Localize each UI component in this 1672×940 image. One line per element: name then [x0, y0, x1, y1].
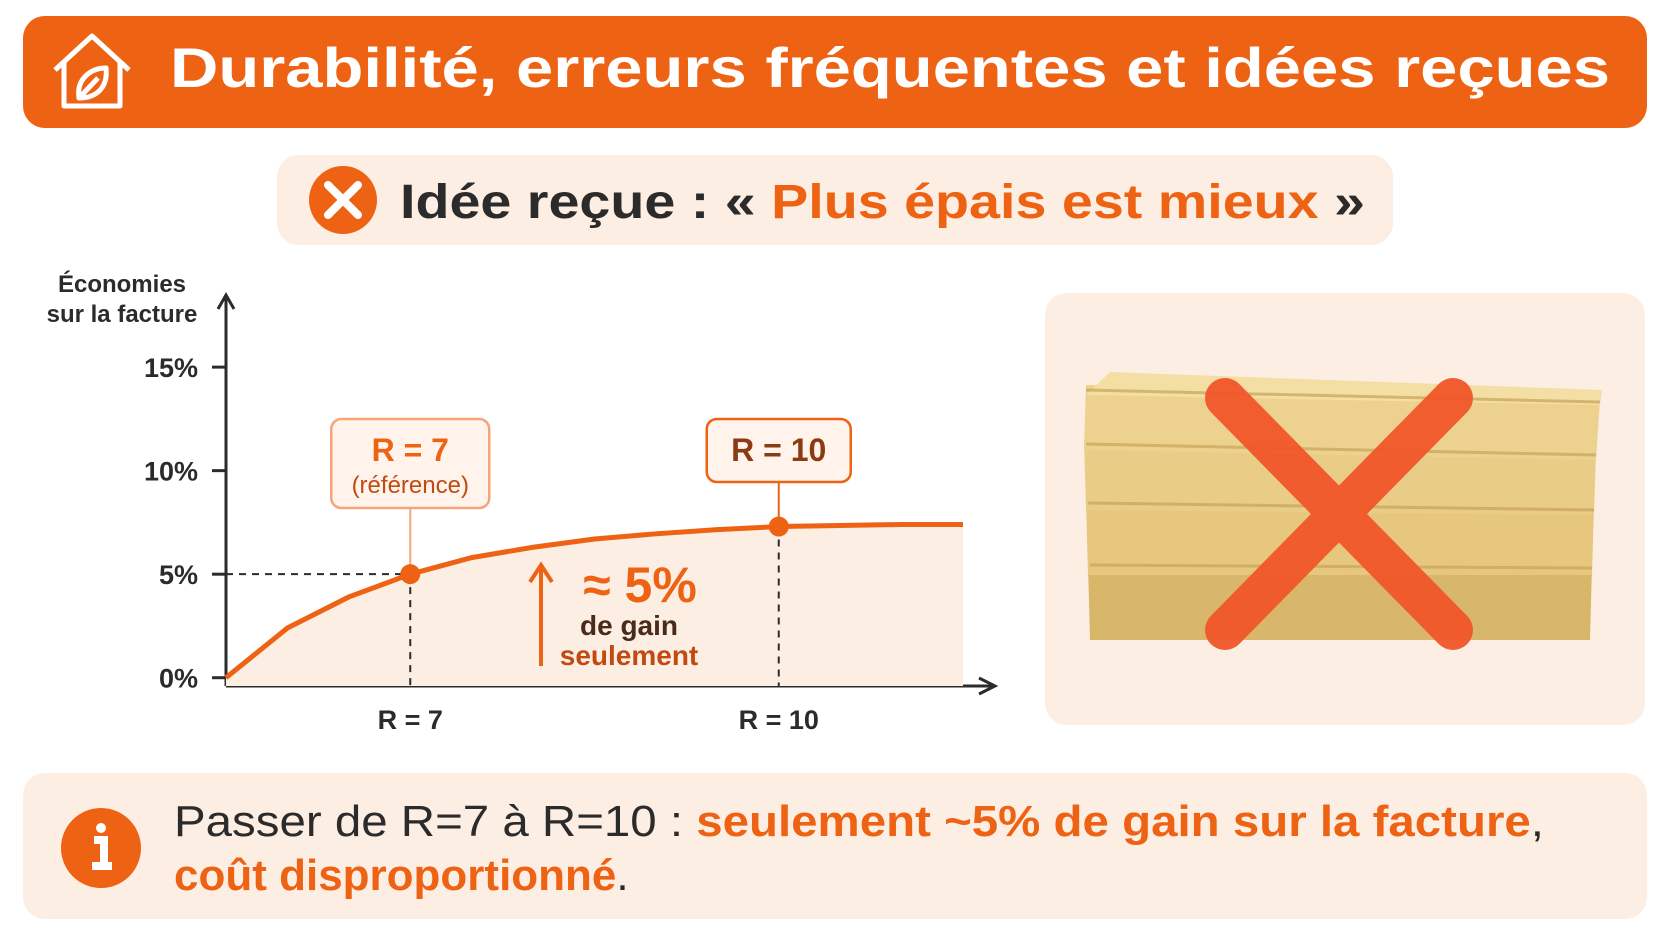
- point: [768, 516, 789, 537]
- info-icon-dot: [96, 823, 106, 833]
- header-bar: [23, 16, 1647, 128]
- subtitle: Idée reçue : « Plus épais est mieux »: [400, 176, 1365, 229]
- y-axis: [216, 291, 236, 686]
- callout-box: [705, 417, 852, 484]
- info-icon-stem: [92, 836, 112, 870]
- subtitle-box: [277, 155, 1393, 245]
- footer-text: ,: [1531, 797, 1544, 846]
- y-tick-label: 0%: [159, 664, 198, 694]
- y-axis-label: sur la facture: [47, 301, 198, 328]
- y-tick-label: 10%: [144, 457, 198, 487]
- footer-highlight: coût disproportionné: [174, 851, 616, 900]
- callout-sublabel: (référence): [352, 472, 469, 499]
- x-tick-label: R = 10: [739, 705, 819, 735]
- footer-text: Passer de R=7 à R=10 :: [174, 797, 696, 846]
- annotation-text: seulement: [560, 640, 699, 671]
- subtitle-highlight: Plus épais est mieux: [771, 176, 1319, 229]
- callout-box: [330, 417, 491, 510]
- y-axis-label: Économies: [58, 270, 186, 298]
- annotation-arrow: [528, 561, 554, 666]
- chart: Économies sur la facture 0% 5% 10% 15% R = 7 R …: [47, 270, 999, 735]
- page-title: Durabilité, erreurs fréquentes et idées …: [170, 36, 1610, 99]
- cross-icon-mark: [324, 181, 362, 219]
- subtitle-suffix: »: [1319, 176, 1365, 229]
- annotation-text: de gain: [580, 610, 678, 641]
- line: [224, 521, 963, 680]
- house-icon: [53, 33, 131, 109]
- y-tick-label: 5%: [159, 560, 198, 590]
- annotation-value: ≈ 5%: [583, 557, 697, 613]
- callout-label: R = 7: [372, 432, 449, 468]
- footer-line-2: coût disproportionné.: [174, 851, 629, 900]
- subtitle-prefix: Idée reçue : «: [400, 176, 771, 229]
- footer-highlight: seulement ~5% de gain sur la facture: [696, 797, 1531, 846]
- footer-line-1: Passer de R=7 à R=10 : seulement ~5% de …: [174, 797, 1544, 846]
- footer-text: .: [616, 851, 628, 900]
- footer-box: [23, 773, 1647, 919]
- point: [400, 564, 421, 585]
- y-tick-label: 15%: [144, 353, 198, 383]
- callout-label: R = 10: [731, 432, 826, 468]
- cross-mark: [1205, 378, 1473, 650]
- x-tick-label: R = 7: [378, 705, 443, 735]
